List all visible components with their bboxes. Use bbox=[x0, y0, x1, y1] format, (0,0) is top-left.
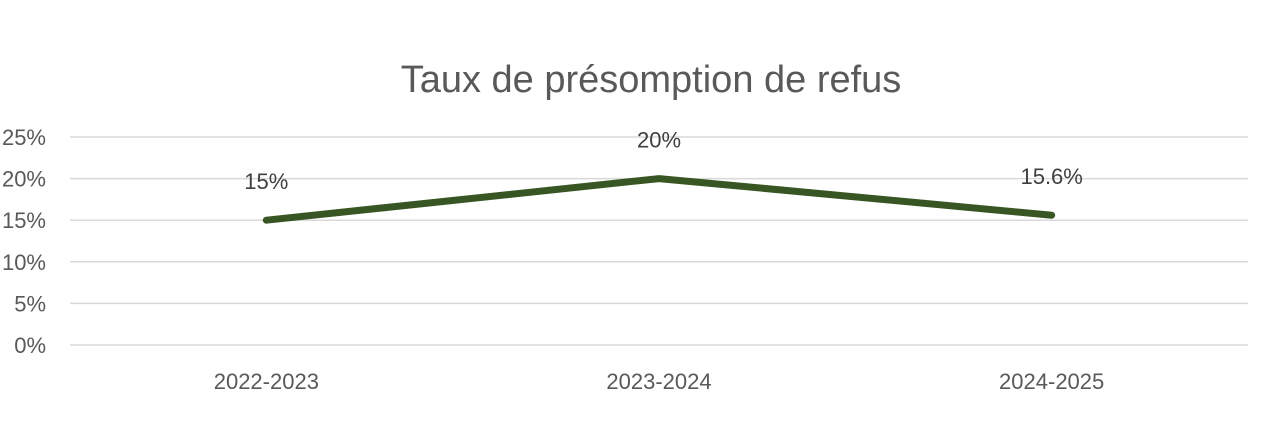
x-tick-label: 2024-2025 bbox=[999, 369, 1104, 394]
series-layer bbox=[262, 175, 1056, 224]
y-tick-label: 5% bbox=[14, 291, 46, 316]
series-line bbox=[262, 175, 1056, 224]
x-tick-label: 2023-2024 bbox=[606, 369, 711, 394]
data-label: 15.6% bbox=[1020, 164, 1082, 189]
y-tick-label: 20% bbox=[2, 167, 46, 192]
chart-title: Taux de présomption de refus bbox=[401, 59, 902, 101]
y-tick-label: 15% bbox=[2, 208, 46, 233]
y-tick-label: 25% bbox=[2, 125, 46, 150]
x-tick-label: 2022-2023 bbox=[214, 369, 319, 394]
data-label: 15% bbox=[244, 169, 288, 194]
data-labels: 15% 20% 15.6% bbox=[244, 128, 1083, 195]
data-label: 20% bbox=[637, 128, 681, 153]
y-tick-label: 10% bbox=[2, 250, 46, 275]
x-axis-ticks: 2022-2023 2023-2024 2024-2025 bbox=[214, 369, 1105, 394]
y-axis-ticks: 0% 5% 10% 15% 20% 25% bbox=[2, 125, 46, 358]
y-tick-label: 0% bbox=[14, 333, 46, 358]
